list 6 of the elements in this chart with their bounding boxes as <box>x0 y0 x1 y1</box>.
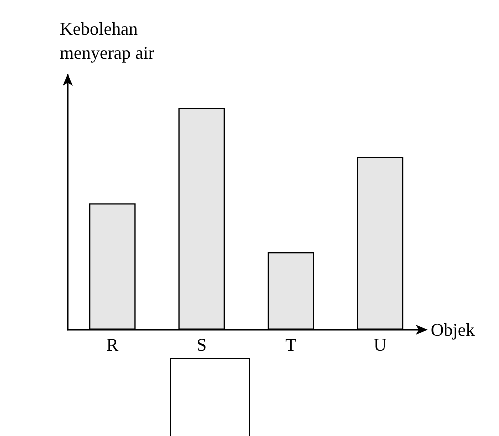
x-axis-title: Objek <box>431 320 475 340</box>
y-axis-title: Kebolehan menyerap air <box>60 19 154 63</box>
x-tick-label: T <box>286 335 297 355</box>
x-tick-label: S <box>196 335 207 355</box>
x-tick-label: R <box>106 335 119 355</box>
x-tick-label: U <box>374 335 387 355</box>
